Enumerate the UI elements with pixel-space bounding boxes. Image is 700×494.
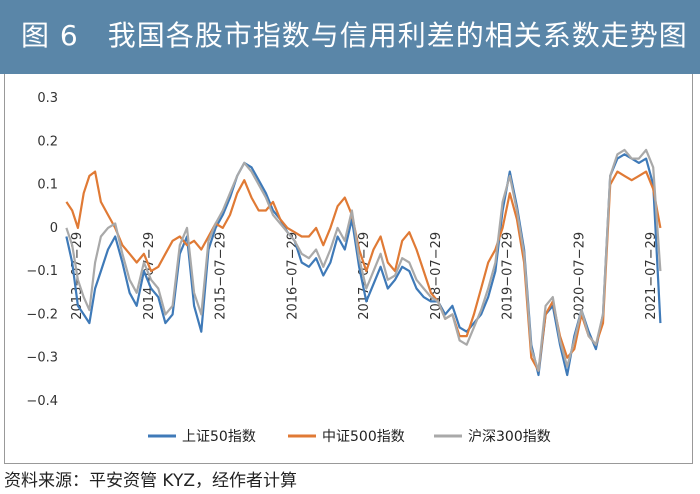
x-tick-label: 2020−07−29 xyxy=(572,232,587,320)
legend-label: 中证500指数 xyxy=(322,429,405,445)
x-tick-label: 2015−07−29 xyxy=(214,232,229,320)
legend-label: 上证50指数 xyxy=(182,429,256,445)
figure-frame xyxy=(4,74,693,464)
y-tick-label: 0.2 xyxy=(37,134,58,149)
y-tick-label: −0.3 xyxy=(26,351,58,366)
title-bar: 图 6 我国各股市指数与信用利差的相关系数走势图 xyxy=(0,0,700,74)
y-tick-label: −0.2 xyxy=(26,307,58,322)
legend: 上证50指数 中证500指数 沪深300指数 xyxy=(148,429,551,445)
y-tick-label: 0.1 xyxy=(37,178,58,193)
x-axis: 2013−07−29 2014−07−29 2015−07−29 2016−07−29… xyxy=(70,232,659,320)
y-tick-label: −0.4 xyxy=(26,394,58,409)
line-chart: 0.30.20.10−0.1−0.2−0.3−0.4 2013−07−29 201… xyxy=(26,91,662,445)
y-tick-label: 0.3 xyxy=(37,91,58,106)
series-line-1 xyxy=(65,153,662,377)
y-axis: 0.3 0.2 0.1 0 −0.1 −0.2 −0.3 −0.4 xyxy=(26,91,58,409)
x-tick-label: 2019−07−29 xyxy=(501,232,516,320)
source-note: 资料来源：平安资管 KYZ，经作者计算 xyxy=(4,471,297,491)
y-tick-label: 0 xyxy=(50,221,58,236)
series-line-3 xyxy=(65,148,662,372)
x-tick-label: 2016−07−29 xyxy=(285,232,300,320)
figure-title: 图 6 我国各股市指数与信用利差的相关系数走势图 xyxy=(21,19,688,52)
y-tick-label: −0.1 xyxy=(26,264,58,279)
legend-label: 沪深300指数 xyxy=(468,429,551,445)
plot-area xyxy=(65,148,662,377)
x-tick-label: 2017−07−29 xyxy=(357,232,372,320)
x-tick-label: 2021−07−29 xyxy=(644,232,659,320)
